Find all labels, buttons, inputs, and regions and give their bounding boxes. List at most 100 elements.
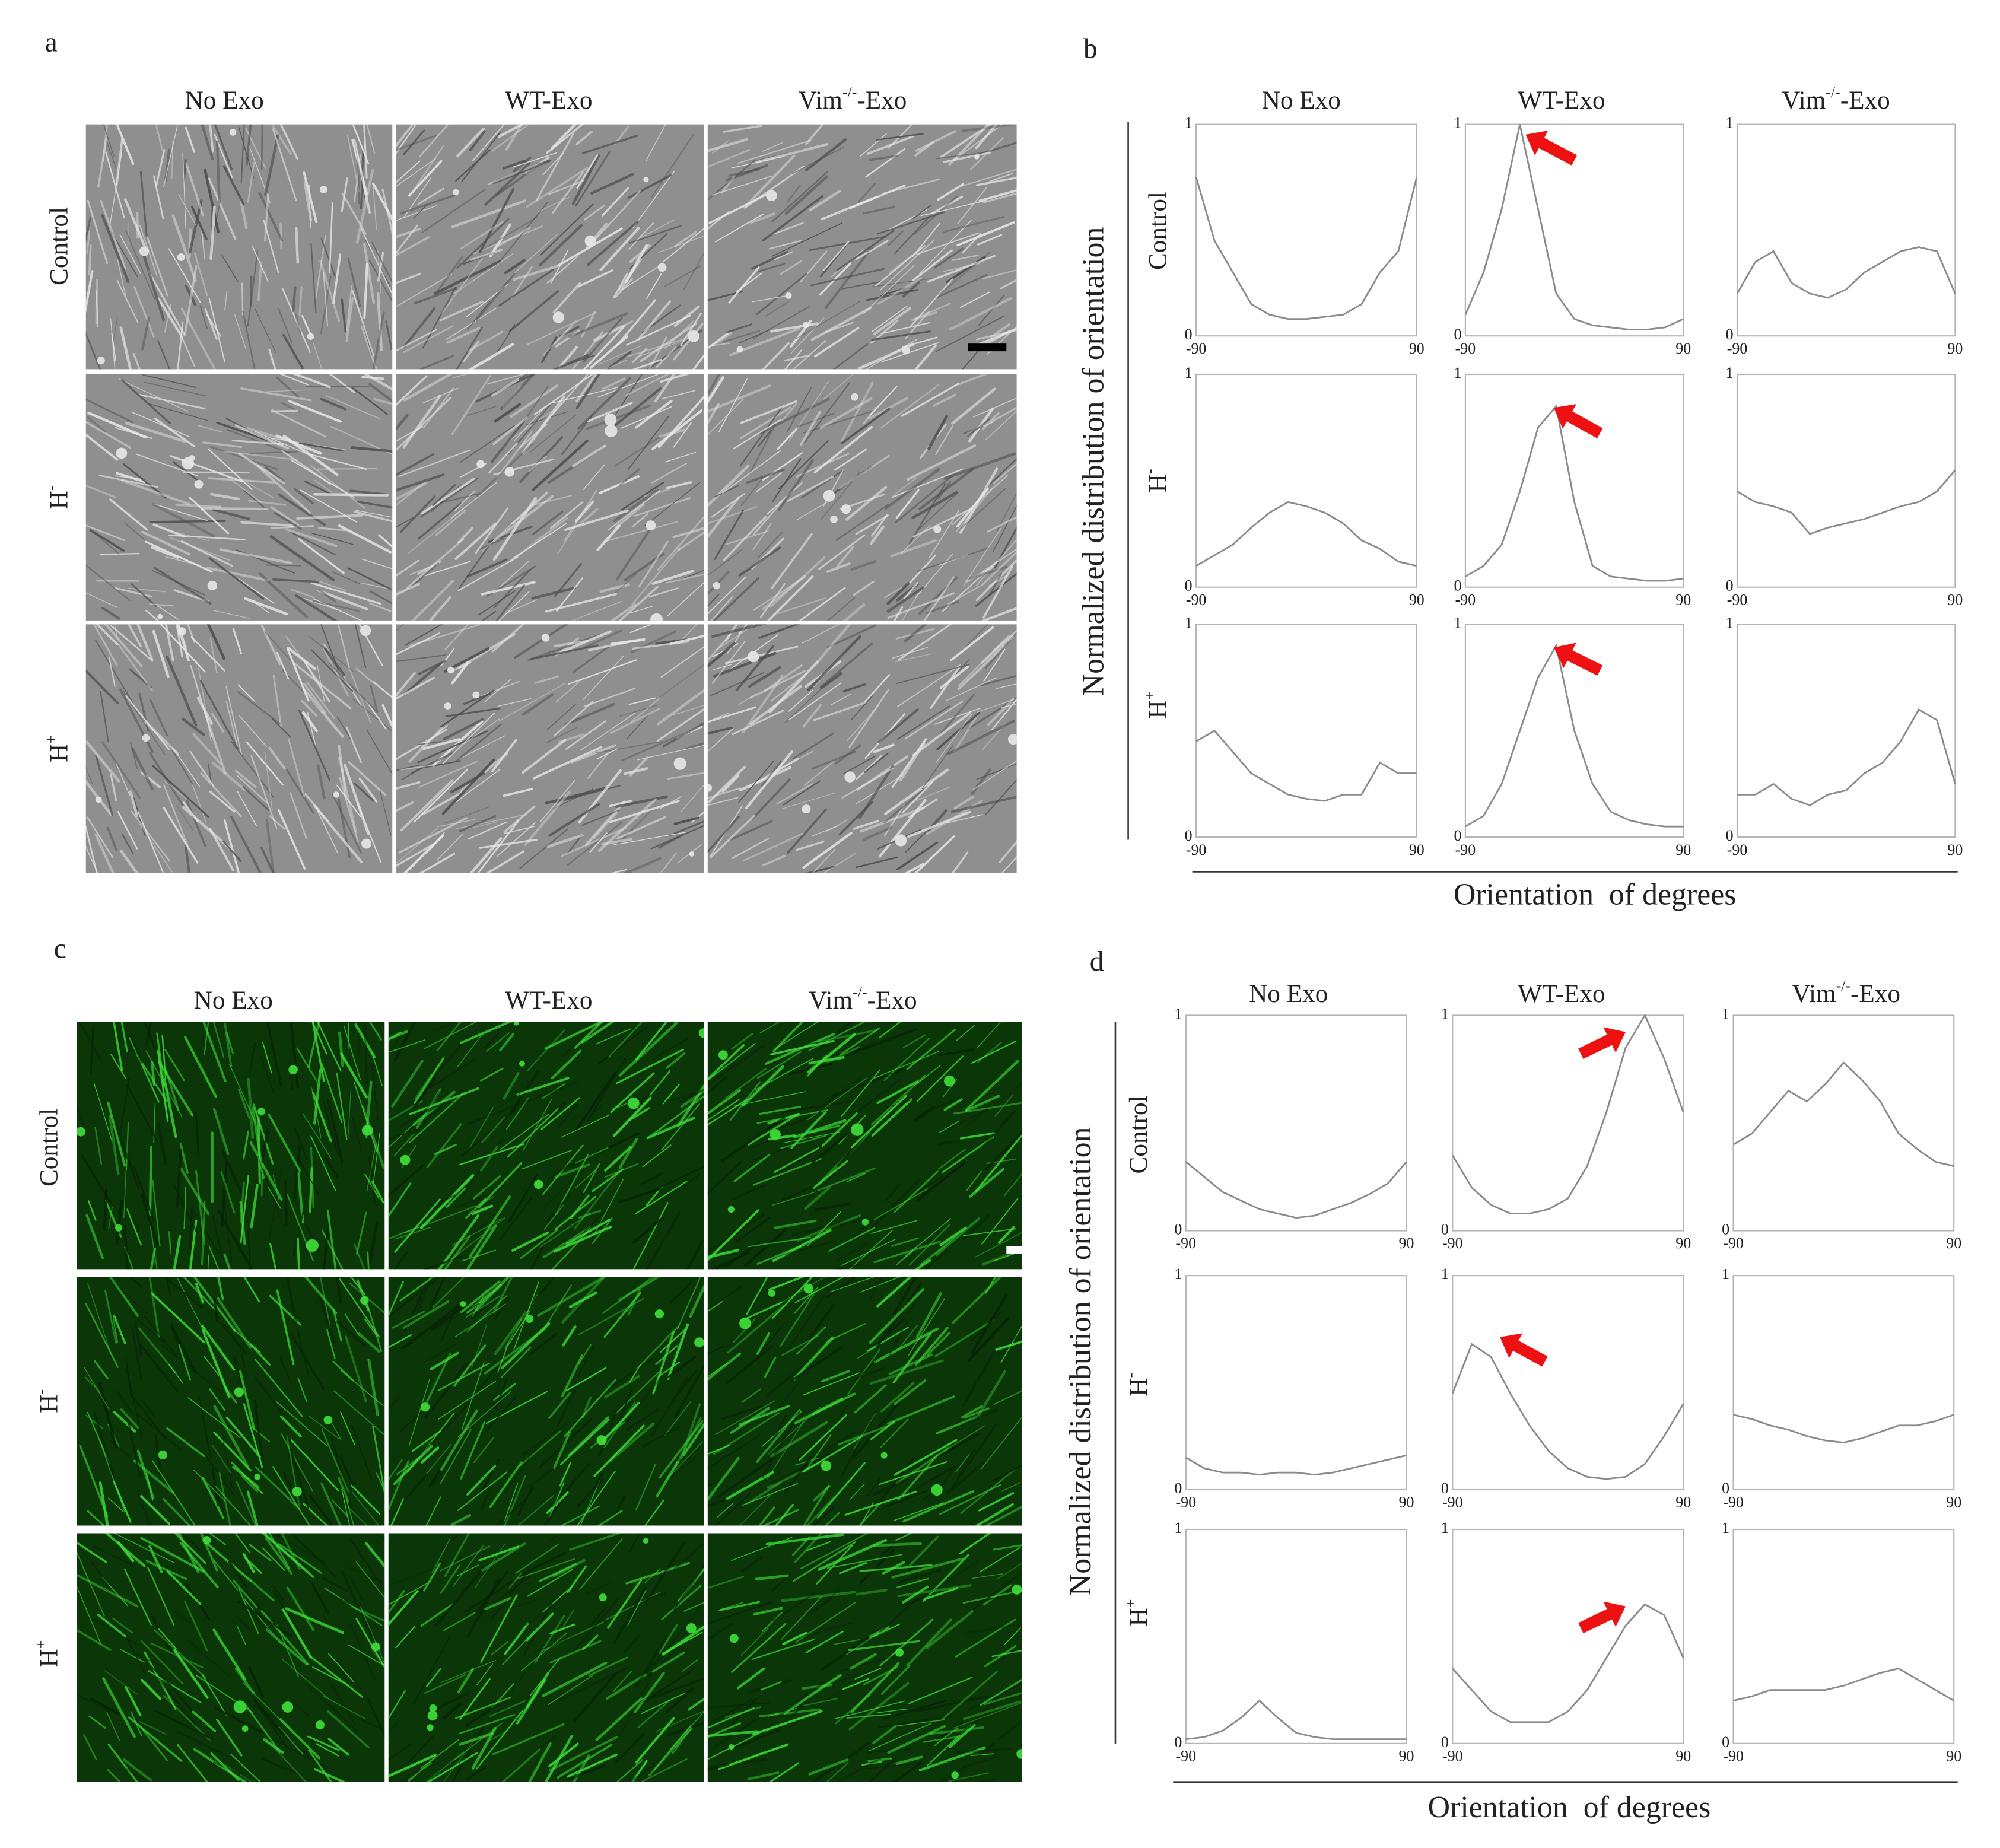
cell-streak [272,578,320,583]
cell-streak [90,529,125,552]
cell-streak [599,583,631,593]
cell-streak [141,530,191,556]
cell-streak [413,1636,450,1704]
cell-streak [554,785,621,804]
cell-streak [803,1484,830,1526]
orientation-line [1737,469,1956,535]
cell-streak [558,1103,578,1128]
cell-streak [795,1601,857,1643]
cell-spot [254,1474,261,1480]
cell-streak [515,1544,559,1574]
cell-streak [183,1600,208,1652]
cell-streak [173,1649,209,1699]
cell-streak [129,790,139,818]
cell-streak [150,1612,174,1658]
cell-streak [969,1595,1006,1604]
cell-streak [400,194,456,215]
cell-streak [422,1343,458,1364]
cell-streak [457,1471,508,1511]
cell-spot [673,757,686,770]
cell-streak [570,744,616,764]
cell-streak [888,1319,909,1356]
cell-streak [423,387,454,428]
cell-streak [939,694,975,736]
x-tick-label: -90 [1442,1235,1463,1252]
cell-streak [357,802,382,863]
cell-streak [646,273,662,300]
cell-streak [761,1148,821,1184]
cell-streak [958,635,1010,686]
cell-streak [598,1404,620,1458]
cell-streak [730,1407,770,1434]
cell-streak [631,547,681,605]
cell-streak [667,1323,689,1381]
cell-streak [939,1765,968,1782]
cell-streak [836,230,895,271]
cell-streak [542,1586,573,1613]
cell-streak [432,1277,465,1309]
cell-streak [688,1697,704,1711]
cell-streak [243,1130,250,1160]
cell-streak [210,1752,240,1782]
cell-streak [873,307,911,336]
cell-streak [133,1459,175,1494]
y-tick-label: 0 [1441,1480,1449,1497]
cell-streak [718,1602,743,1611]
cell-streak [363,243,376,304]
cell-streak [882,1700,946,1720]
cell-streak [235,1614,253,1633]
cell-streak [880,1382,915,1413]
y-tick-label: 0 [1174,1480,1182,1497]
cell-streak [338,1666,351,1686]
cell-streak [552,1558,586,1577]
cell-streak [154,1710,214,1741]
row-label-sup: - [43,486,60,491]
cell-streak [423,561,471,577]
cell-streak [707,506,758,524]
cell-streak [893,1761,923,1782]
cell-streak [971,1293,1008,1354]
cell-streak [893,1277,917,1316]
cell-streak [371,1180,384,1204]
cell-streak [680,313,702,346]
cell-streak [546,1491,569,1515]
cell-streak [396,160,421,183]
cell-streak [664,320,695,349]
cell-streak [138,1720,167,1735]
cell-streak [707,1301,723,1312]
cell-streak [467,330,504,352]
cell-streak [756,1244,803,1265]
cell-streak [841,767,894,799]
cell-streak [372,183,377,230]
x-tick-label: 90 [1675,841,1691,858]
cell-streak [288,738,305,797]
cell-streak [451,374,492,435]
cell-spot [282,1701,294,1713]
cell-spot [361,838,371,849]
cell-streak [367,730,393,775]
cell-streak [608,490,660,531]
cell-streak [984,631,1017,669]
cell-streak [326,1329,336,1359]
cell-streak [348,1645,385,1666]
cell-streak [818,534,866,570]
cell-streak [466,1578,500,1639]
cell-streak [499,1033,514,1052]
cell-streak [713,1412,780,1455]
cell-streak [476,819,520,873]
cell-streak [963,425,984,434]
cell-streak [222,1474,242,1499]
cell-streak [914,303,951,320]
cell-streak [229,1064,256,1124]
x-tick-label: 90 [1946,1235,1961,1252]
cell-streak [895,1719,945,1727]
column-label-after: -Exo [1840,86,1890,114]
cell-streak [994,1094,1013,1117]
cell-streak [935,273,988,299]
cell-streak [352,124,369,164]
cell-streak [128,1716,183,1762]
cell-streak [453,374,468,378]
cell-streak [242,1553,255,1573]
cell-streak [345,1335,367,1403]
